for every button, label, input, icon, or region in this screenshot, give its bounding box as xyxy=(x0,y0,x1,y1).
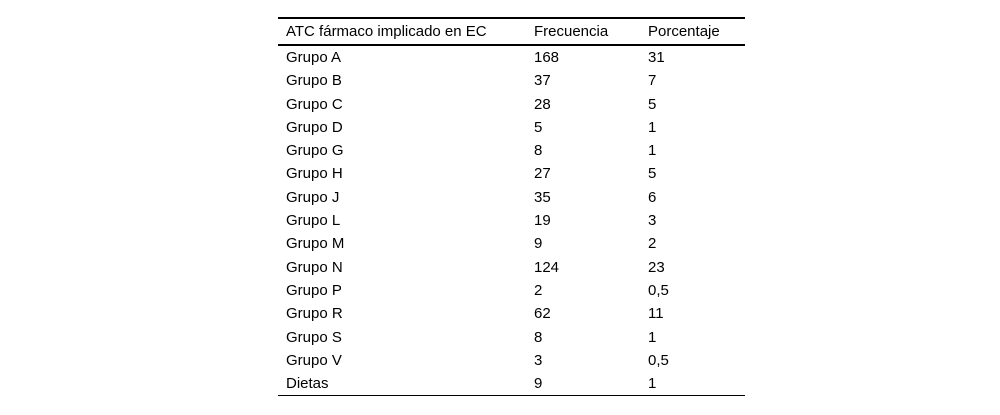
percentage-cell: 7 xyxy=(648,72,657,90)
table-row: Grupo G 8 1 xyxy=(278,139,745,162)
table-row: Grupo J 35 6 xyxy=(278,186,745,209)
table-row: Grupo C 28 5 xyxy=(278,93,745,116)
percentage-cell: 11 xyxy=(648,305,664,323)
table-row: Grupo N 124 23 xyxy=(278,256,745,279)
group-cell: Grupo S xyxy=(286,328,342,346)
frequency-cell: 19 xyxy=(534,212,551,230)
table-row: Grupo H 27 5 xyxy=(278,162,745,185)
header-cell-atc: ATC fármaco implicado en EC xyxy=(278,18,526,46)
header-cell-frecuencia: Frecuencia xyxy=(526,18,640,46)
frequency-cell: 37 xyxy=(534,72,551,90)
frequency-cell: 62 xyxy=(534,305,551,323)
header-cell-porcentaje: Porcentaje xyxy=(640,18,745,46)
header-row: ATC fármaco implicado en EC Frecuencia P… xyxy=(278,18,745,46)
table-row: Grupo L 19 3 xyxy=(278,209,745,232)
table-header: ATC fármaco implicado en EC Frecuencia P… xyxy=(278,18,745,46)
table-row: Grupo V 3 0,5 xyxy=(278,349,745,372)
frequency-cell: 168 xyxy=(534,49,560,66)
group-cell: Grupo R xyxy=(286,305,343,323)
group-cell: Grupo H xyxy=(286,165,343,183)
table-row: Grupo R 62 11 xyxy=(278,302,745,325)
group-cell: Grupo D xyxy=(286,118,343,136)
table-body: Grupo A 168 31 Grupo B 37 7 Grupo C 28 5… xyxy=(278,45,745,396)
group-cell: Grupo B xyxy=(286,72,342,90)
frequency-cell: 9 xyxy=(534,235,543,253)
percentage-cell: 3 xyxy=(648,212,657,230)
percentage-cell: 0,5 xyxy=(648,351,669,369)
frequency-cell: 124 xyxy=(534,258,560,276)
percentage-cell: 5 xyxy=(648,165,657,183)
percentage-cell: 23 xyxy=(648,258,665,276)
table-row: Grupo P 2 0,5 xyxy=(278,279,745,302)
frequency-cell: 9 xyxy=(534,375,543,393)
table-row: Grupo A 168 31 xyxy=(278,45,745,69)
atc-frequency-table: ATC fármaco implicado en EC Frecuencia P… xyxy=(278,17,745,397)
table-row: Dietas 9 1 xyxy=(278,372,745,396)
frequency-cell: 27 xyxy=(534,165,551,183)
atc-frequency-table-container: ATC fármaco implicado en EC Frecuencia P… xyxy=(278,17,745,397)
table-row: Grupo D 5 1 xyxy=(278,116,745,139)
percentage-cell: 1 xyxy=(648,142,657,160)
table-row: Grupo B 37 7 xyxy=(278,69,745,92)
frequency-cell: 5 xyxy=(534,118,543,136)
group-cell: Grupo V xyxy=(286,351,342,369)
percentage-cell: 5 xyxy=(648,95,657,113)
group-cell: Grupo G xyxy=(286,142,344,160)
table-row: Grupo S 8 1 xyxy=(278,326,745,349)
group-cell: Grupo N xyxy=(286,258,343,276)
percentage-cell: 6 xyxy=(648,188,657,206)
group-cell: Grupo M xyxy=(286,235,345,253)
frequency-cell: 35 xyxy=(534,188,551,206)
percentage-cell: 1 xyxy=(648,375,657,393)
table-row: Grupo M 9 2 xyxy=(278,232,745,255)
group-cell: Grupo J xyxy=(286,188,340,206)
group-cell: Dietas xyxy=(286,375,329,393)
frequency-cell: 28 xyxy=(534,95,551,113)
frequency-cell: 2 xyxy=(534,281,543,299)
frequency-cell: 8 xyxy=(534,142,543,160)
percentage-cell: 2 xyxy=(648,235,657,253)
frequency-cell: 3 xyxy=(534,351,543,369)
frequency-cell: 8 xyxy=(534,328,543,346)
percentage-cell: 31 xyxy=(648,49,665,66)
group-cell: Grupo L xyxy=(286,212,341,230)
percentage-cell: 0,5 xyxy=(648,281,669,299)
percentage-cell: 1 xyxy=(648,328,657,346)
percentage-cell: 1 xyxy=(648,118,657,136)
group-cell: Grupo C xyxy=(286,95,343,113)
group-cell: Grupo P xyxy=(286,281,342,299)
group-cell: Grupo A xyxy=(286,49,342,66)
